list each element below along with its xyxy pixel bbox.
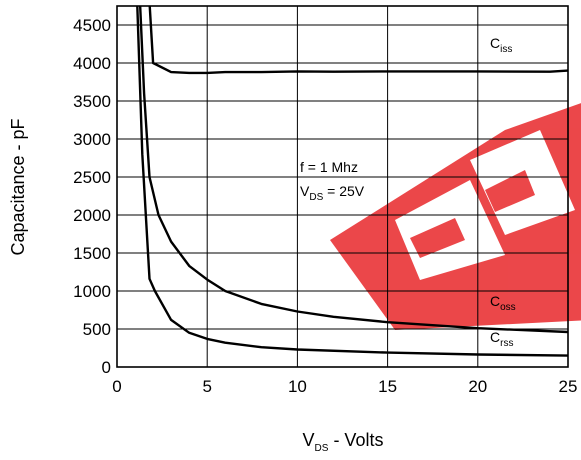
y-tick-label: 1000 bbox=[73, 282, 111, 301]
annotation-vds: VDS = 25V bbox=[300, 183, 365, 203]
x-tick-label: 10 bbox=[288, 377, 307, 396]
y-tick-label: 2500 bbox=[73, 168, 111, 187]
y-tick-label: 3000 bbox=[73, 130, 111, 149]
x-tick-label: 15 bbox=[378, 377, 397, 396]
y-tick-label: 0 bbox=[102, 358, 111, 377]
x-tick-label: 0 bbox=[112, 377, 121, 396]
series-line-ciss bbox=[148, 6, 568, 75]
series-line-crss bbox=[136, 6, 568, 357]
x-tick-label: 5 bbox=[202, 377, 211, 396]
y-tick-label: 1500 bbox=[73, 244, 111, 263]
series-label-coss: Coss bbox=[490, 293, 516, 313]
x-tick-labels: 0 5 10 15 20 25 bbox=[112, 377, 577, 396]
y-tick-label: 4500 bbox=[73, 16, 111, 35]
x-tick-label: 25 bbox=[559, 377, 578, 396]
y-tick-label: 4000 bbox=[73, 54, 111, 73]
series-lines bbox=[136, 6, 568, 357]
x-tick-label: 20 bbox=[468, 377, 487, 396]
series-label-ciss: Ciss bbox=[490, 35, 512, 55]
y-tick-label: 2000 bbox=[73, 206, 111, 225]
y-tick-label: 3500 bbox=[73, 92, 111, 111]
plot-frame bbox=[116, 5, 569, 368]
x-axis-label: VDS - Volts bbox=[303, 430, 384, 454]
series-line-coss bbox=[138, 6, 568, 334]
y-axis-label: Capacitance - pF bbox=[8, 118, 28, 255]
annotation-frequency: f = 1 Mhz bbox=[300, 159, 358, 175]
y-tick-label: 500 bbox=[83, 320, 111, 339]
series-label-crss: Crss bbox=[490, 329, 513, 349]
y-tick-labels: 0 500 1000 1500 2000 2500 3000 3500 4000 4500 bbox=[73, 16, 111, 377]
